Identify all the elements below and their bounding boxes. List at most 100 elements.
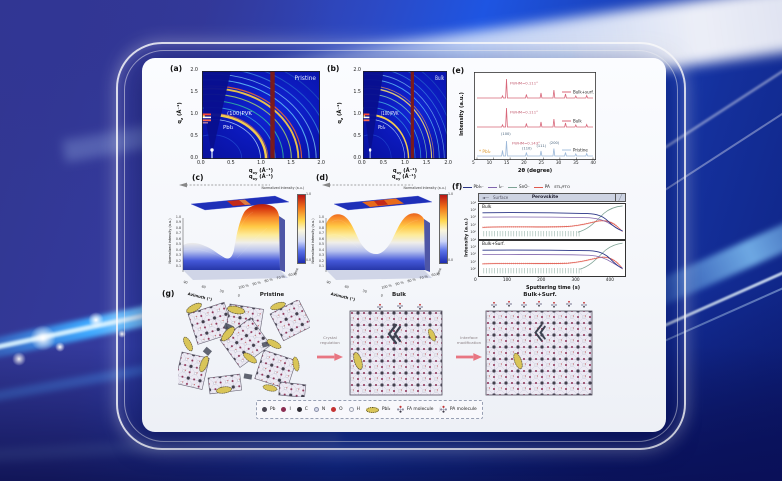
panel-c-colorbar [297, 194, 306, 264]
pb-atom-icon [262, 407, 267, 412]
panel-d-colorbar-max: 1.0 [448, 192, 454, 196]
legend-c: C [296, 407, 308, 412]
h-atom-icon [348, 407, 354, 412]
panel-c-time-label: Time [292, 267, 300, 277]
perovskite-region-label: Perovskite [531, 195, 559, 201]
panel-f-x-axis-label: Sputtering time (s) [526, 285, 580, 291]
sims-bulk-y-ticks: 10⁴ 10³ 10² 10¹ 10⁰ [470, 200, 476, 235]
surface-arrow-icon: ◄— [482, 195, 490, 201]
panel-d-z-ticks: 1.0 0.9 0.8 0.7 0.6 0.5 0.4 0.3 0.2 0.1 [318, 215, 324, 269]
giwaxs-map-bulk: Bulk (100)PVK PbI₂ [363, 71, 447, 159]
glass-frame [116, 42, 686, 450]
legend-o: O [331, 407, 343, 412]
panel-c-z-axis-label: Normalized intensity (a.u.) [168, 218, 172, 264]
beamstop-stripe [270, 71, 275, 159]
surface [183, 204, 280, 270]
legend-fa: FA molecule [396, 405, 433, 414]
legend-i: I [281, 407, 291, 412]
subpanel-name: Bulk+Surf. [482, 242, 505, 247]
fwhm-pristine: FWHM=0.143° [512, 141, 540, 146]
panel-e-x-ticks: 5 10 15 20 25 30 35 40 [472, 161, 596, 166]
panel-a-x-axis-label: qxy (Å⁻¹) [248, 168, 274, 176]
tilted-grains [178, 300, 310, 397]
sims-panel-bulk: Bulk [478, 203, 626, 240]
surface-molecules [376, 302, 424, 311]
panel-d-time-label: Time [435, 267, 443, 277]
right-arrow-icon [317, 353, 343, 361]
legend-pb: Pb [262, 407, 275, 412]
surface-region-label: Surface [493, 195, 509, 201]
panel-c-colorbar-label: Normalized Intensity (a.u.) [261, 186, 304, 190]
dashed-arrow-left-icon [322, 182, 413, 188]
o-atom-icon [331, 407, 337, 412]
bulk-structure [349, 302, 443, 396]
top-plane-stripe2 [239, 199, 251, 205]
side-face [279, 216, 285, 272]
panel-g-label: (g) [162, 289, 175, 298]
line-swatch [508, 186, 518, 188]
panel-f-y-axis-label: Intensity (a.u.) [464, 218, 470, 257]
pbi2-icon [365, 406, 379, 413]
sample-label: Pristine [294, 76, 316, 82]
fwhm-bulk: FWHM=0.111° [510, 110, 538, 115]
pa-molecule-icon [439, 405, 449, 414]
c-atom-icon [296, 407, 302, 412]
legend-pa: PA molecule [439, 405, 477, 414]
panel-c-colorbar-max: 1.0 [306, 192, 312, 196]
missing-wedge [363, 71, 384, 155]
panel-f-label: (f) [452, 182, 463, 191]
x-tick-marks [476, 157, 594, 160]
panel-d-colorbar [439, 194, 448, 264]
panel-f-x-ticks: 0 100 200 300 400 [474, 278, 614, 283]
line-swatch [463, 186, 472, 188]
legend-n: N [313, 407, 325, 412]
panel-e-label: (e) [452, 66, 465, 75]
pa-surface-molecules [490, 300, 588, 309]
stage-title-pristine: Pristine [259, 292, 285, 298]
legend-pbi2: PbI₂ [365, 406, 390, 413]
panel-a-y-ticks: 2.0 1.5 1.0 0.5 0.0 [190, 68, 198, 161]
fwhm-bulk-surf: FWHM=0.111° [510, 81, 538, 86]
fa-molecule-icon [396, 405, 405, 414]
panel-d-colorbar-label: Normalized Intensity (a.u.) [403, 186, 446, 190]
etl-region-segment [615, 194, 625, 201]
giwaxs-map-pristine: Pristine (100)PVK PbI₂ [202, 71, 320, 159]
panel-a-label: (a) [170, 64, 183, 73]
pbi2-annotation: PbI₂ [223, 125, 233, 131]
panel-d-label: (d) [316, 173, 329, 182]
n-atom-icon [313, 407, 319, 412]
dashed-arrow-left-icon [179, 182, 270, 188]
panel-e-y-axis-label: Intensity (a.u.) [459, 92, 465, 136]
panel-d-top-axis-label: qxy (Å⁻¹) [391, 174, 417, 182]
beam-spot [368, 148, 372, 152]
lattice [349, 310, 443, 396]
legend-item-pa: PA [534, 184, 550, 189]
beam-spot [210, 148, 214, 152]
panel-a-x-ticks: 0.0 0.5 1.0 1.5 2.0 [197, 161, 325, 166]
azimuth-surface-pristine [182, 195, 290, 280]
legend-item-sno: SnO⁻ [508, 184, 530, 189]
xrd-legend: Bulk+surf. Bulk Pristine [562, 90, 594, 153]
panel-b-label: (b) [327, 64, 340, 73]
panel-b-y-axis-label: qz (Å⁻¹) [337, 102, 345, 124]
sims-bulksurf-y-ticks: 10⁴ 10³ 10² 10¹ 10⁰ [470, 237, 476, 272]
sims-legend: PbI₃⁻ I₂⁻ SnO⁻ PA ETL/FTO [463, 184, 570, 189]
missing-wedge [202, 71, 231, 155]
axis-edge-marks [202, 113, 211, 124]
azimuth-surface-bulk [325, 195, 433, 280]
panel-e-x-axis-label: 2θ (degree) [517, 168, 553, 174]
sample-label: Bulk [435, 75, 444, 82]
stage-title-bulk-surf: Bulk+Surf. [523, 292, 557, 298]
subpanel-name: Bulk [482, 205, 492, 210]
axis-edge-marks [363, 113, 370, 122]
panel-d-z-axis-label: Normalized intensity (a.u.) [311, 218, 315, 264]
panel-c-colorbar-min: 0.0 [306, 258, 312, 262]
top-plane-stripe2 [374, 200, 388, 206]
lattice [485, 310, 593, 396]
stage-title-bulk: Bulk [392, 292, 406, 298]
pristine-structure [178, 300, 310, 397]
svg-text:Pristine: Pristine [573, 148, 588, 153]
floor [183, 270, 288, 280]
peak-label-200: (200) [550, 141, 560, 145]
